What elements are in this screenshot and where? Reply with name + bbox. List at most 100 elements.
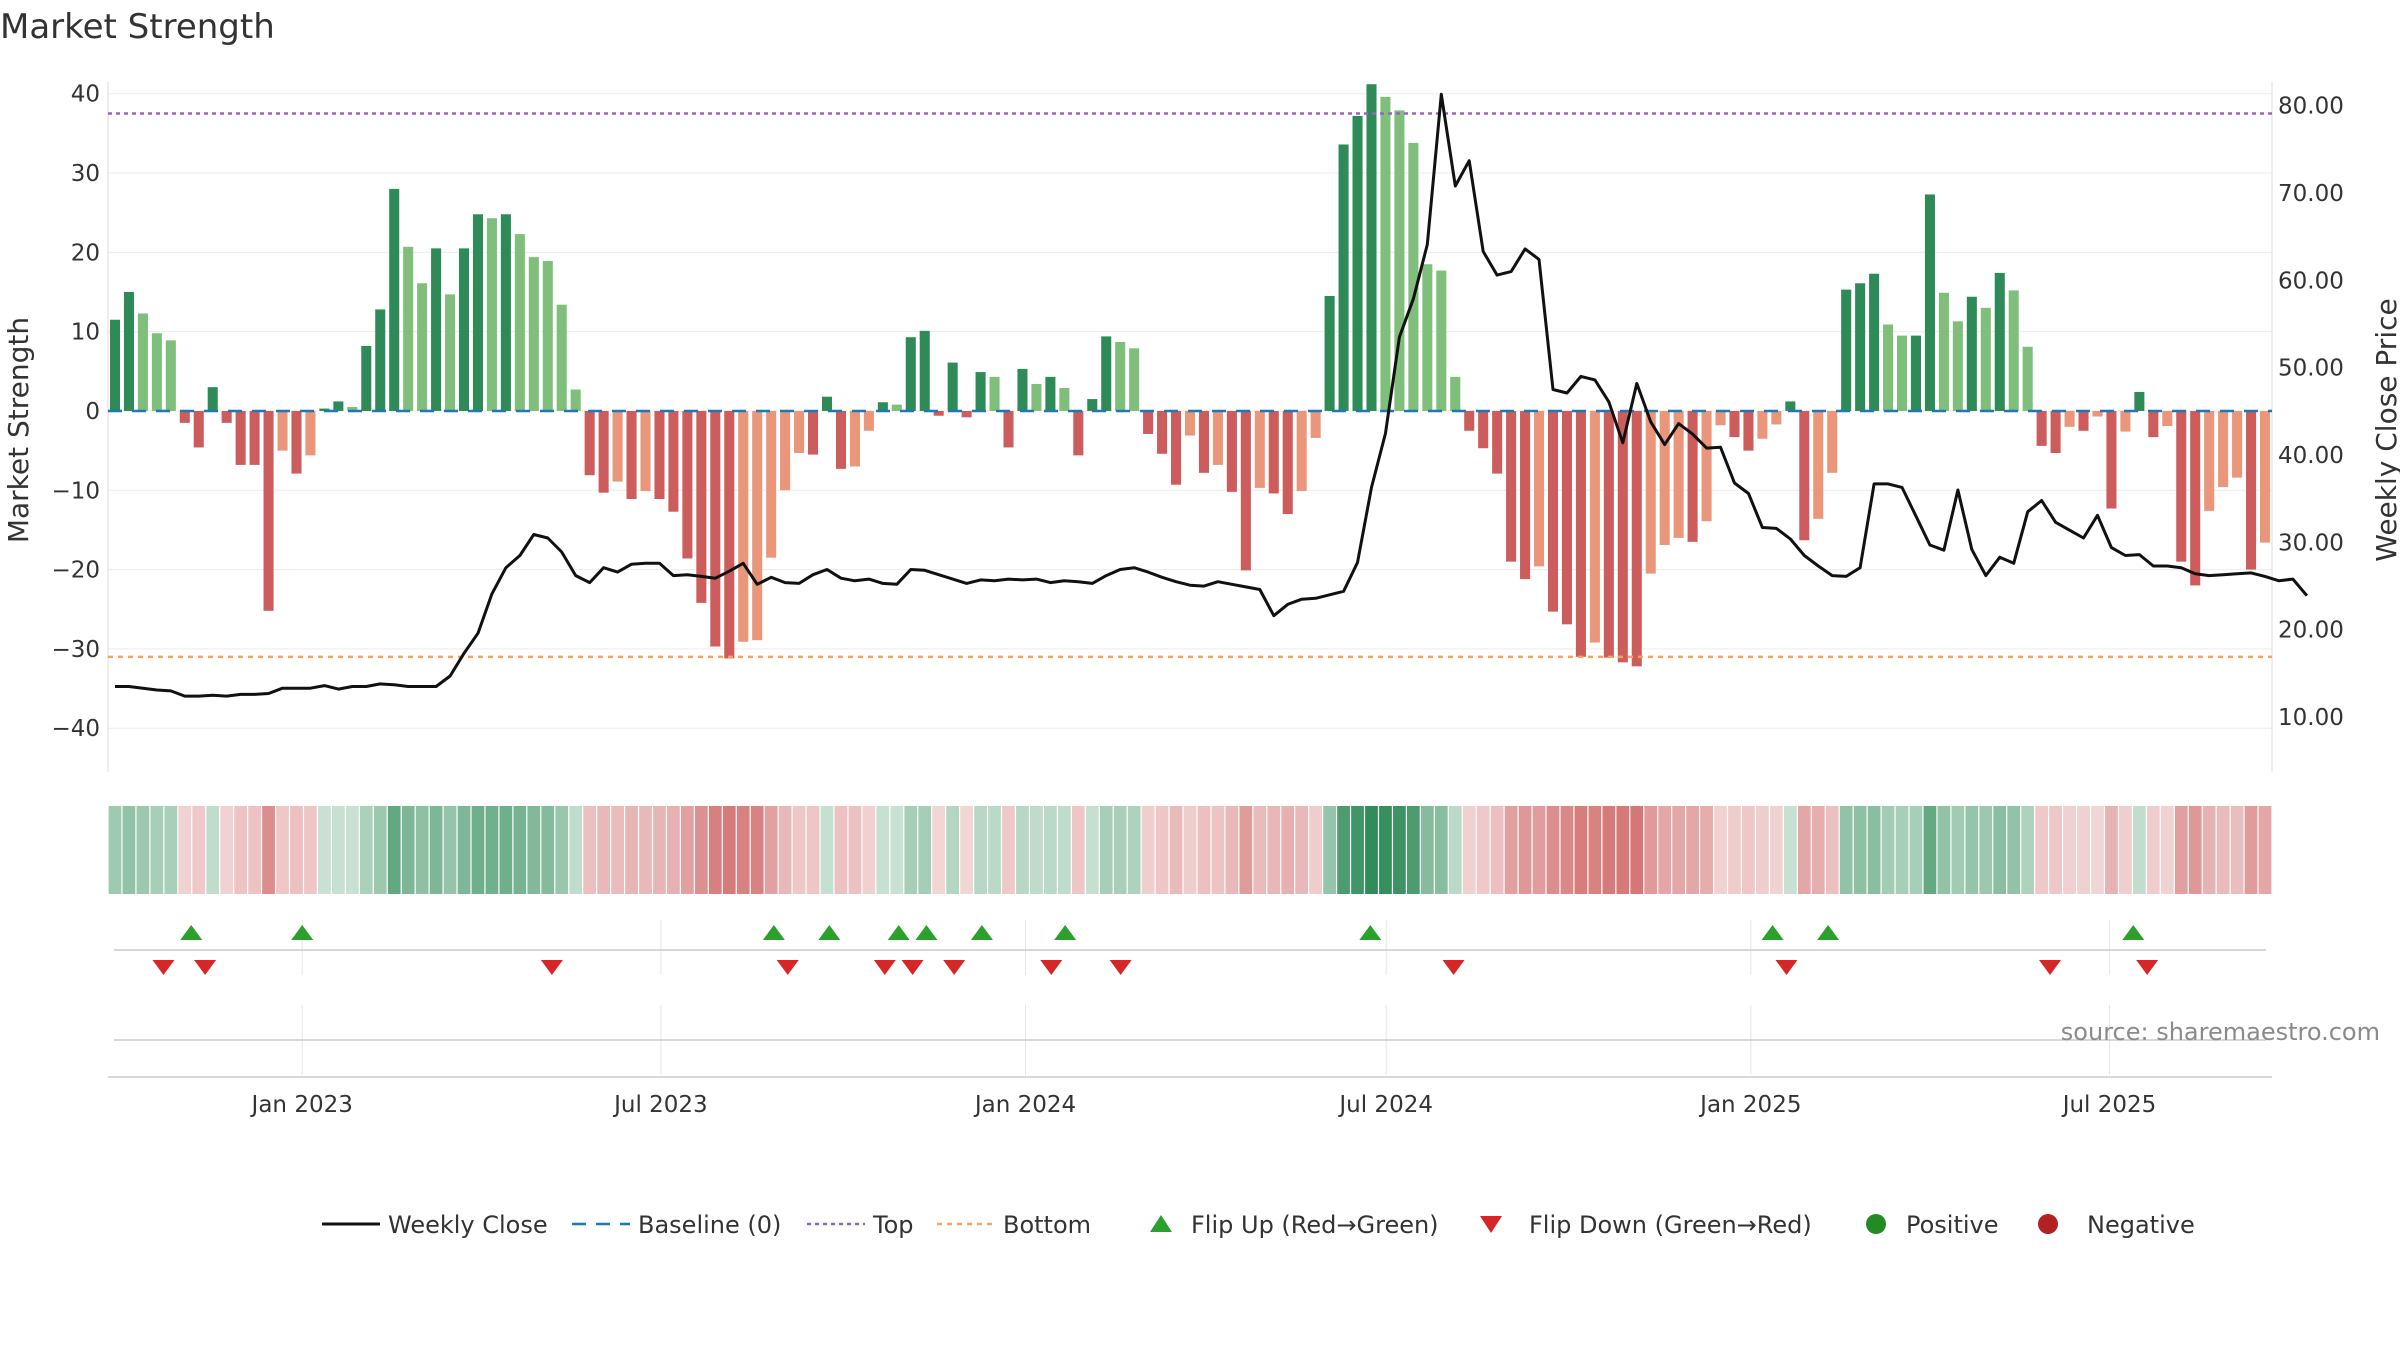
x-tick-label: Jul 2024 bbox=[1337, 1092, 1433, 1118]
heat-cell bbox=[1532, 806, 1546, 894]
heat-cell bbox=[2049, 806, 2062, 894]
strength-bar bbox=[528, 257, 539, 411]
y-tick-right: 60.00 bbox=[2278, 268, 2344, 294]
strength-bar bbox=[905, 337, 916, 411]
strength-bar bbox=[1966, 296, 1977, 411]
heat-cell bbox=[946, 806, 960, 894]
strength-bar bbox=[933, 410, 944, 416]
heat-cell bbox=[1811, 806, 1825, 894]
strength-bar bbox=[1617, 410, 1628, 663]
strength-bar bbox=[291, 410, 302, 474]
heat-cell bbox=[876, 806, 890, 894]
strength-bar bbox=[1184, 410, 1196, 436]
strength-bar bbox=[556, 304, 567, 411]
heat-cell bbox=[1295, 806, 1309, 894]
heat-cell bbox=[1337, 806, 1350, 894]
strength-bar bbox=[2022, 346, 2033, 411]
y-tick-right: 40.00 bbox=[2278, 443, 2344, 469]
strength-bar bbox=[305, 410, 316, 456]
strength-bar bbox=[193, 410, 204, 448]
heat-cell bbox=[1490, 806, 1504, 894]
heat-cell bbox=[2021, 806, 2035, 894]
strength-bar bbox=[375, 309, 386, 411]
gridlines bbox=[107, 82, 2273, 1075]
heat-cell bbox=[527, 806, 541, 894]
heat-cell bbox=[1281, 806, 1295, 894]
strength-bar bbox=[1115, 341, 1126, 411]
strength-bar bbox=[151, 333, 162, 411]
heat-cell bbox=[569, 806, 583, 894]
strength-bar bbox=[207, 387, 218, 411]
strength-bar bbox=[1003, 410, 1014, 448]
flip-up-marker bbox=[1761, 925, 1784, 940]
strength-bar bbox=[598, 410, 609, 493]
flip-down-marker bbox=[943, 960, 966, 975]
strength-bar bbox=[766, 410, 777, 558]
strength-bar bbox=[1352, 115, 1363, 411]
heat-cell bbox=[1225, 806, 1239, 894]
strength-bar bbox=[1994, 272, 2005, 411]
heat-cell bbox=[1546, 806, 1560, 894]
heat-cell bbox=[1448, 806, 1462, 894]
heat-cell bbox=[890, 806, 904, 894]
y-tick-right: 80.00 bbox=[2278, 94, 2344, 120]
y-ticks-right: 80.00 70.00 60.00 50.00 40.00 30.00 20.00 10.00 bbox=[2278, 94, 2344, 731]
strength-bar bbox=[1841, 289, 1852, 411]
heat-cell bbox=[2188, 806, 2202, 894]
strength-bar bbox=[1715, 410, 1726, 426]
strength-bar bbox=[821, 396, 833, 411]
strength-bar bbox=[1017, 368, 1028, 411]
flip-down-marker bbox=[873, 960, 896, 975]
heat-cell bbox=[485, 806, 499, 894]
y-tick-left: 40 bbox=[71, 82, 100, 108]
flip-up-marker bbox=[970, 925, 993, 940]
legend-label: Baseline (0) bbox=[638, 1211, 781, 1239]
heat-cell bbox=[1420, 806, 1434, 894]
strength-bar bbox=[1087, 399, 1098, 411]
heat-cell bbox=[2258, 806, 2272, 894]
heat-cell bbox=[1923, 806, 1937, 894]
strength-bar bbox=[1226, 410, 1237, 492]
x-tick-label: Jan 2024 bbox=[973, 1092, 1076, 1118]
heat-cell bbox=[1309, 806, 1323, 894]
heat-cell bbox=[1881, 806, 1895, 894]
strength-bar bbox=[696, 410, 707, 603]
strength-heat-strip bbox=[108, 806, 2272, 894]
heat-cell bbox=[150, 806, 164, 894]
chart-title: Market Strength bbox=[0, 7, 275, 47]
heat-cell bbox=[541, 806, 555, 894]
strength-bar bbox=[1938, 292, 1949, 411]
heat-cell bbox=[318, 806, 331, 894]
heat-cell bbox=[1016, 806, 1029, 894]
heat-cell bbox=[1560, 806, 1574, 894]
legend-label: Top bbox=[872, 1211, 914, 1239]
strength-bar bbox=[431, 248, 442, 411]
heat-cell bbox=[611, 806, 624, 894]
y-tick-left: 30 bbox=[71, 161, 100, 187]
strength-bar bbox=[1799, 410, 1810, 541]
heat-cell bbox=[862, 806, 876, 894]
strength-bar bbox=[1324, 295, 1335, 411]
heat-cell bbox=[1602, 806, 1616, 894]
strength-bar bbox=[570, 389, 581, 411]
strength-bar bbox=[403, 246, 414, 411]
heat-cell bbox=[2146, 806, 2160, 894]
strength-bar bbox=[1338, 144, 1349, 411]
source-credit: source: sharemaestro.com bbox=[2061, 1018, 2380, 1046]
legend-label: Bottom bbox=[1003, 1211, 1091, 1239]
x-tick-label: Jul 2023 bbox=[612, 1092, 708, 1118]
strength-bar bbox=[1436, 270, 1447, 411]
heat-cell bbox=[1742, 806, 1755, 894]
heat-cell bbox=[2244, 806, 2258, 894]
strength-bar bbox=[682, 410, 693, 559]
strength-bars bbox=[109, 84, 2271, 667]
strength-bar bbox=[2050, 410, 2061, 453]
strength-bar bbox=[1129, 348, 1140, 411]
flip-down-marker bbox=[2136, 960, 2159, 975]
legend-positive-icon bbox=[1866, 1214, 1886, 1234]
strength-bar bbox=[165, 340, 176, 411]
heat-cell bbox=[1895, 806, 1909, 894]
heat-cell bbox=[2160, 806, 2174, 894]
heat-cell bbox=[429, 806, 443, 894]
heat-cell bbox=[1644, 806, 1658, 894]
